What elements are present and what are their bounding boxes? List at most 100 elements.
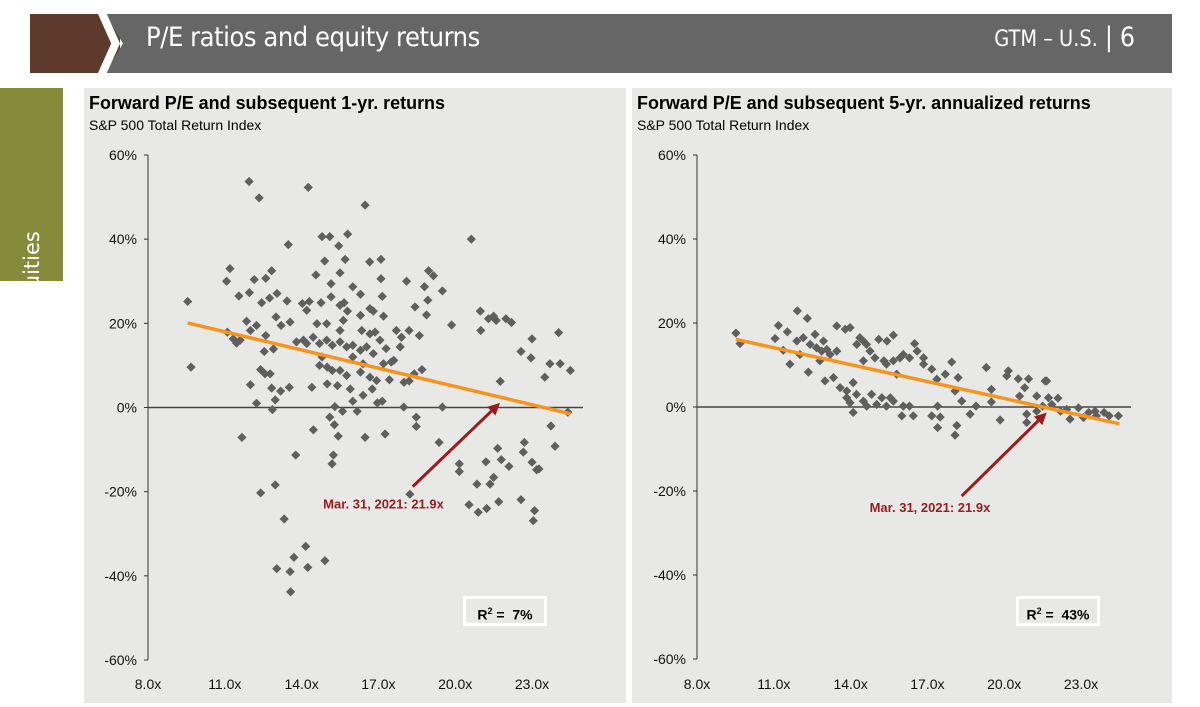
r2-value: 43% <box>1061 606 1090 623</box>
data-point <box>1090 406 1100 416</box>
chart-title: Forward P/E and subsequent 5-yr. annuali… <box>637 92 1091 113</box>
data-point <box>348 282 358 292</box>
data-point <box>332 381 343 391</box>
data-point <box>773 320 784 331</box>
page-number: 6 <box>1119 22 1135 53</box>
data-point <box>257 298 267 308</box>
data-point <box>285 567 295 577</box>
data-point <box>244 288 254 298</box>
data-point <box>910 338 920 349</box>
data-point <box>301 541 311 551</box>
x-tick-label: 11.0x <box>208 676 241 692</box>
chart-subtitle: S&P 500 Total Return Index <box>637 117 810 133</box>
data-point <box>272 288 282 299</box>
data-point <box>265 293 275 303</box>
data-point <box>308 332 318 342</box>
y-tick-label: -40% <box>104 568 137 584</box>
data-point <box>355 345 366 355</box>
data-point <box>279 514 289 524</box>
data-point <box>971 401 981 411</box>
data-point <box>271 312 281 322</box>
data-point <box>298 335 308 345</box>
data-point <box>822 344 832 355</box>
data-point <box>1013 374 1023 384</box>
data-point <box>940 369 950 379</box>
data-point <box>328 450 338 460</box>
data-point <box>918 359 929 369</box>
y-tick-label: -60% <box>653 651 686 667</box>
y-tick-label: -60% <box>104 652 137 668</box>
data-point <box>327 365 337 376</box>
data-point <box>904 353 915 363</box>
data-point <box>335 325 345 336</box>
chart-5yr: 60% 40% 20% 0% -20% -40% -60% 8.0x 11.0x 14.0x 17.… <box>653 147 1131 692</box>
data-point <box>260 369 270 379</box>
data-point <box>731 328 741 338</box>
data-point <box>316 298 326 308</box>
data-point <box>858 356 868 366</box>
data-point <box>437 286 447 296</box>
data-point <box>882 336 892 346</box>
data-point <box>186 362 196 372</box>
data-point <box>322 362 332 372</box>
data-point <box>335 365 345 376</box>
data-point <box>845 398 855 408</box>
data-point <box>391 325 401 336</box>
side-tab-equities[interactable]: Equities <box>0 88 63 315</box>
data-point <box>852 339 862 350</box>
y-tick-label: 0% <box>666 399 686 415</box>
data-point <box>335 337 345 347</box>
data-point <box>314 360 325 371</box>
y-tick-label: 60% <box>658 147 686 163</box>
page-title: P/E ratios and equity returns <box>146 22 480 53</box>
data-point <box>454 459 464 469</box>
data-point <box>322 379 332 389</box>
data-point <box>417 365 427 375</box>
data-point <box>877 393 887 403</box>
data-point <box>375 335 385 345</box>
section-code: GTM – U.S. <box>994 27 1098 52</box>
data-point <box>855 333 865 343</box>
data-point <box>261 330 271 341</box>
data-point <box>496 455 506 465</box>
data-point <box>283 240 293 250</box>
data-point <box>245 380 255 390</box>
data-point <box>494 497 504 507</box>
data-point <box>865 346 875 356</box>
data-point <box>858 336 868 346</box>
data-point <box>419 282 430 292</box>
data-point <box>476 325 486 336</box>
data-point <box>342 370 352 381</box>
data-point <box>516 495 526 505</box>
data-point <box>357 325 367 336</box>
data-point <box>267 383 277 393</box>
data-point <box>1023 374 1034 384</box>
data-point <box>245 325 255 336</box>
data-point <box>1020 383 1030 393</box>
data-point <box>464 500 474 510</box>
data-point <box>555 359 565 369</box>
data-point <box>251 398 262 408</box>
data-point <box>872 399 882 410</box>
data-point <box>527 457 537 467</box>
annotation-arrow-head <box>487 402 500 416</box>
data-point <box>489 311 499 321</box>
data-point <box>241 316 252 326</box>
data-point <box>282 296 292 306</box>
data-point <box>888 330 898 340</box>
data-point <box>348 352 358 362</box>
annotation-label: Mar. 31, 2021: 21.9x <box>323 497 444 512</box>
page-reference: GTM – U.S. | 6 <box>994 22 1135 53</box>
data-point <box>528 516 538 526</box>
data-point <box>1084 407 1094 418</box>
data-point <box>792 336 802 346</box>
data-point <box>811 343 822 353</box>
data-point <box>803 367 813 377</box>
data-point <box>411 421 421 432</box>
data-point <box>881 401 892 411</box>
data-point <box>927 364 937 374</box>
data-point <box>526 353 536 363</box>
data-point <box>343 229 353 239</box>
data-point <box>495 376 505 387</box>
data-point <box>355 367 366 377</box>
